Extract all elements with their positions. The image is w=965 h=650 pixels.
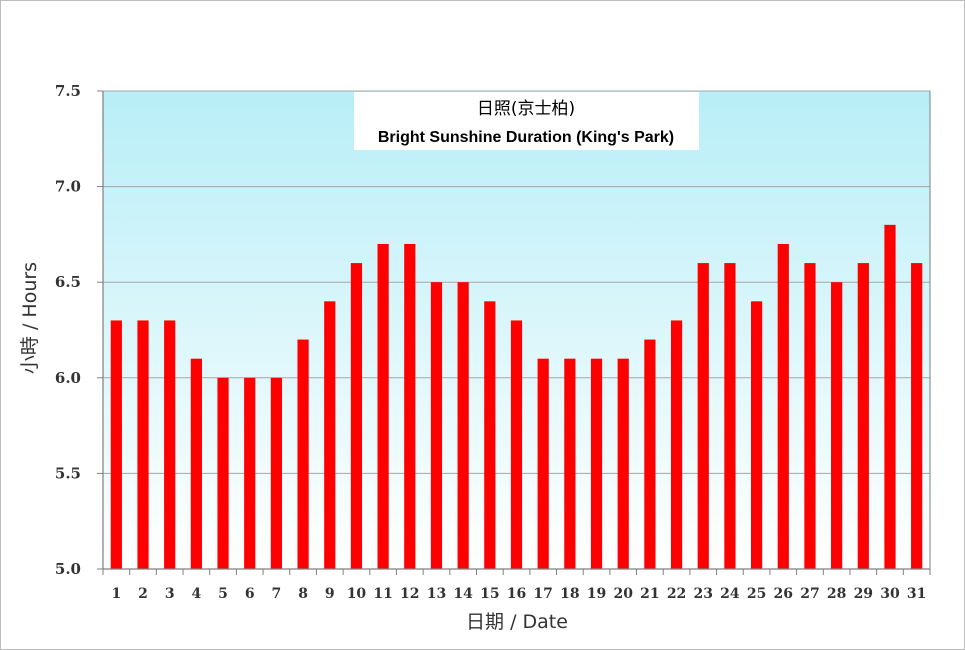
bar <box>404 243 416 569</box>
y-tick-label: 6.5 <box>55 273 81 291</box>
chart-subtitle: Bright Sunshine Duration (King's Park) <box>378 129 674 146</box>
x-tick-label: 22 <box>667 586 686 602</box>
bar <box>377 243 389 569</box>
y-axis-label: 小時 / Hours <box>19 262 41 374</box>
x-tick-label: 9 <box>325 586 335 602</box>
chart-title: 日照(京士柏) <box>477 99 575 119</box>
y-tick-label: 6.0 <box>55 369 81 387</box>
bar <box>564 358 576 569</box>
bar <box>297 339 309 569</box>
x-tick-label: 26 <box>774 586 793 602</box>
bar <box>911 263 923 569</box>
x-tick-label: 7 <box>272 586 282 602</box>
x-tick-label: 20 <box>613 586 633 602</box>
x-tick-label: 3 <box>165 586 175 602</box>
x-tick-label: 4 <box>191 586 201 602</box>
x-tick-label: 6 <box>245 586 255 602</box>
bar <box>484 301 496 569</box>
bar <box>137 320 149 569</box>
x-tick-label: 16 <box>507 586 526 602</box>
bar <box>884 224 896 569</box>
x-tick-label: 1 <box>111 586 121 602</box>
bar <box>350 263 363 569</box>
x-tick-label: 28 <box>827 586 846 602</box>
bar <box>430 282 443 569</box>
axes <box>102 91 931 570</box>
bar <box>537 358 549 569</box>
x-tick-label: 18 <box>560 586 579 602</box>
bar <box>857 263 869 569</box>
y-tick-labels: 5.0 5.5 6.0 6.5 7.0 7.5 <box>55 82 103 578</box>
bar <box>244 377 256 569</box>
x-axis-label: 日期 / Date <box>466 611 568 633</box>
x-tick-label: 2 <box>138 586 148 602</box>
bar <box>697 263 709 569</box>
x-tick-label: 5 <box>218 586 228 602</box>
x-tick-label: 27 <box>800 586 819 602</box>
x-tick-label: 15 <box>480 586 499 602</box>
bar <box>324 301 336 569</box>
bar <box>217 377 229 569</box>
bar <box>644 339 656 569</box>
x-tick-label: 23 <box>693 586 712 602</box>
bar <box>190 358 202 569</box>
bar <box>110 320 122 569</box>
y-tick-label: 7.5 <box>55 82 81 100</box>
x-tick-label: 12 <box>400 586 419 602</box>
x-tick-label: 14 <box>453 586 473 602</box>
title-box <box>354 92 699 150</box>
y-tick-label: 7.0 <box>55 178 81 196</box>
x-tick-label: 24 <box>720 586 740 602</box>
bar <box>804 263 816 569</box>
x-tick-labels: 1 2 3 4 5 6 7 8 9 10 11 12 13 14 15 16 17 18 19 20 21 22 23 24 2… <box>102 569 931 602</box>
x-tick-label: 17 <box>533 586 552 602</box>
x-tick-label: 8 <box>298 586 308 602</box>
bar <box>164 320 176 569</box>
x-tick-label: 10 <box>347 586 367 602</box>
x-tick-label: 25 <box>747 586 766 602</box>
x-tick-label: 13 <box>427 586 446 602</box>
bar <box>590 358 603 569</box>
y-tick-label: 5.5 <box>55 464 81 482</box>
bar <box>670 320 683 569</box>
x-tick-label: 29 <box>854 586 873 602</box>
bar <box>724 263 736 569</box>
bar <box>750 301 763 569</box>
x-tick-label: 31 <box>907 586 926 602</box>
y-tick-label: 5.0 <box>55 560 81 578</box>
bar <box>270 377 283 569</box>
x-tick-label: 11 <box>373 586 392 602</box>
x-tick-label: 30 <box>880 586 900 602</box>
bar <box>457 282 469 569</box>
bar <box>777 243 789 569</box>
x-tick-label: 21 <box>640 586 659 602</box>
bar <box>510 320 523 569</box>
x-tick-label: 19 <box>587 586 606 602</box>
bars <box>110 224 923 569</box>
bar <box>831 282 843 569</box>
bar <box>617 358 629 569</box>
